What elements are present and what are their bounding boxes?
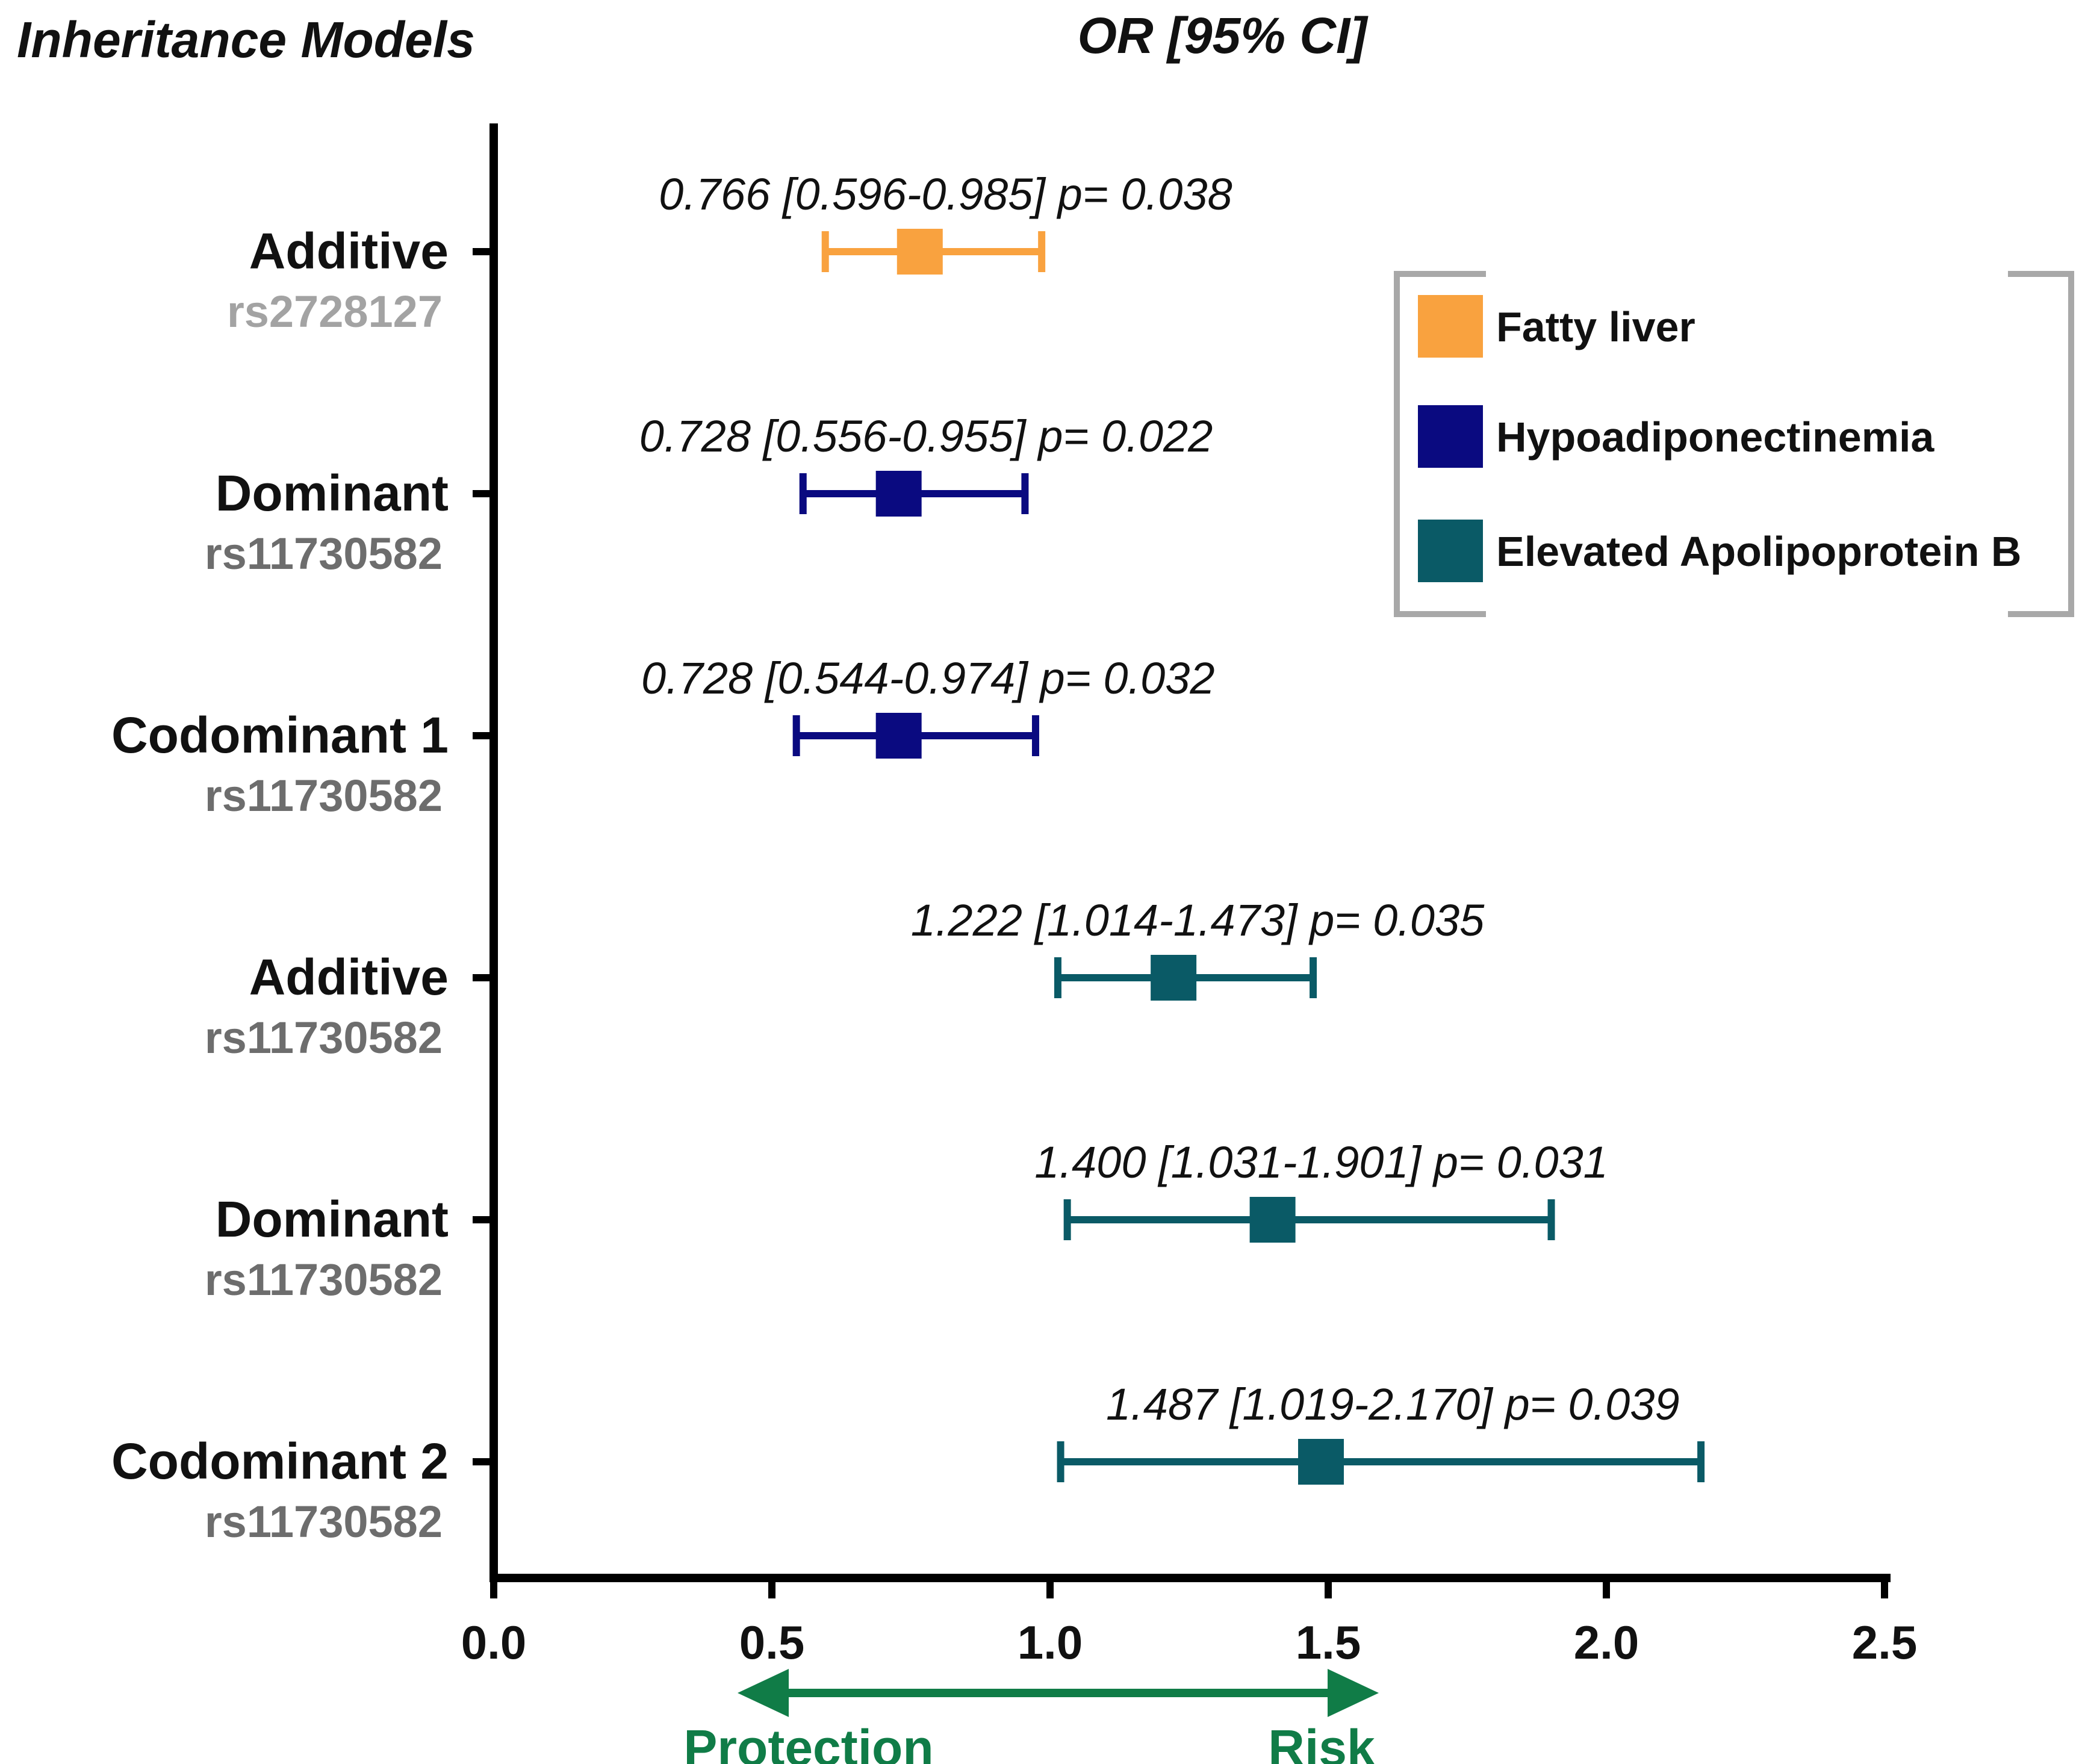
- row-annotation-2: 0.728 [0.544-0.974] p= 0.032: [641, 653, 1215, 703]
- row-annotation-5: 1.487 [1.019-2.170] p= 0.039: [1106, 1379, 1680, 1429]
- row-annotation-0: 0.766 [0.596-0.985] p= 0.038: [659, 169, 1232, 219]
- or-point-2: [875, 713, 922, 759]
- legend-label-1: Hypoadiponectinemia: [1496, 414, 1934, 461]
- row-snp-label-4: rs11730582: [205, 1255, 443, 1305]
- x-tick-label-2: 1.0: [1018, 1616, 1083, 1669]
- legend: Fatty liver Hypoadiponectinemia Elevated A…: [1394, 271, 2074, 617]
- forest-rows: Additive rs2728127 0.766 [0.596-0.985] p= …: [111, 169, 1705, 1547]
- or-point-3: [1151, 955, 1197, 1001]
- forest-row-3: Additive rs11730582 1.222 [1.014-1.473] p=…: [205, 895, 1485, 1063]
- forest-row-1: Dominant rs11730582 0.728 [0.556-0.955] p=…: [205, 411, 1213, 579]
- x-tick-label-3: 1.5: [1296, 1616, 1361, 1669]
- or-point-5: [1297, 1439, 1344, 1485]
- row-annotation-4: 1.400 [1.031-1.901] p= 0.031: [1034, 1137, 1608, 1187]
- x-axis-ticks: 0.0 0.5 1.0 1.5 2.0 2.5: [461, 1578, 1917, 1669]
- row-snp-label-3: rs11730582: [205, 1013, 443, 1063]
- x-tick-label-1: 0.5: [739, 1616, 804, 1669]
- chart-title-or-ci: OR [95% CI]: [1078, 7, 1369, 64]
- forest-row-2: Codominant 1 rs11730582 0.728 [0.544-0.974…: [111, 653, 1215, 821]
- legend-swatch-2: [1418, 520, 1483, 582]
- chart-title-inheritance-models: Inheritance Models: [17, 11, 475, 68]
- legend-label-2: Elevated Apolipoprotein B: [1496, 528, 2021, 575]
- or-point-4: [1249, 1197, 1296, 1243]
- legend-label-0: Fatty liver: [1496, 303, 1695, 350]
- row-snp-label-0: rs2728127: [227, 287, 443, 337]
- row-model-label-1: Dominant: [216, 465, 449, 521]
- x-tick-label-0: 0.0: [461, 1616, 526, 1669]
- or-point-1: [875, 471, 922, 517]
- legend-frame-left-bracket: [1394, 271, 1486, 617]
- row-snp-label-1: rs11730582: [205, 529, 443, 579]
- row-model-label-5: Codominant 2: [111, 1433, 449, 1489]
- legend-frame-right-bracket: [2008, 271, 2074, 617]
- legend-swatch-1: [1418, 405, 1483, 468]
- arrow-head-right: [1328, 1669, 1379, 1717]
- x-tick-label-5: 2.5: [1852, 1616, 1917, 1669]
- forest-row-0: Additive rs2728127 0.766 [0.596-0.985] p= …: [227, 169, 1232, 337]
- row-annotation-1: 0.728 [0.556-0.955] p= 0.022: [639, 411, 1213, 461]
- row-annotation-3: 1.222 [1.014-1.473] p= 0.035: [911, 895, 1485, 945]
- x-tick-label-4: 2.0: [1574, 1616, 1639, 1669]
- row-model-label-3: Additive: [249, 949, 449, 1005]
- direction-arrow: Protection Risk: [683, 1669, 1379, 1764]
- protection-label: Protection: [683, 1719, 933, 1764]
- row-snp-label-2: rs11730582: [205, 771, 443, 821]
- forest-row-4: Dominant rs11730582 1.400 [1.031-1.901] p=…: [205, 1137, 1608, 1305]
- row-model-label-2: Codominant 1: [111, 707, 449, 763]
- forest-row-5: Codominant 2 rs11730582 1.487 [1.019-2.170…: [111, 1379, 1705, 1547]
- or-point-0: [897, 229, 943, 275]
- row-model-label-4: Dominant: [216, 1191, 449, 1247]
- row-model-label-0: Additive: [249, 223, 449, 279]
- arrow-head-left: [738, 1669, 789, 1717]
- legend-swatch-0: [1418, 295, 1483, 358]
- risk-label: Risk: [1268, 1719, 1375, 1764]
- row-snp-label-5: rs11730582: [205, 1497, 443, 1547]
